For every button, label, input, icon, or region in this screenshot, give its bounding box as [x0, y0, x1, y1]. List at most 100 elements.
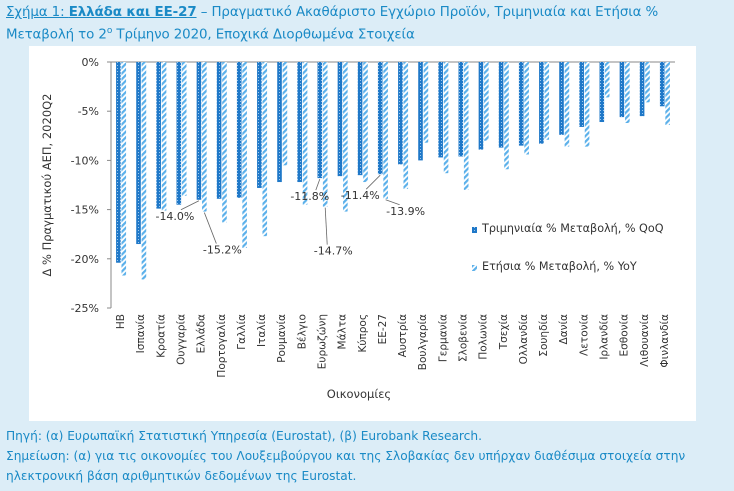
bar-qoq-23	[579, 62, 584, 127]
annotation-leader	[203, 212, 217, 244]
bar-yoy-21	[544, 62, 550, 140]
y-tick-label: -10%	[71, 154, 99, 167]
bar-qoq-14	[398, 62, 403, 165]
bar-qoq-21	[539, 62, 544, 144]
annotation-label: -15.2%	[203, 244, 242, 257]
source-note: Πηγή: (α) Ευρωπαϊκή Στατιστική Υπηρεσία …	[6, 429, 482, 443]
annotation-leader	[365, 174, 381, 190]
y-tick-label: -15%	[71, 204, 99, 217]
bar-yoy-24	[604, 62, 610, 98]
figure-notes: Πηγή: (α) Ευρωπαϊκή Στατιστική Υπηρεσία …	[6, 426, 730, 486]
bar-yoy-17	[463, 62, 469, 190]
bar-yoy-7	[262, 62, 268, 237]
bar-qoq-20	[518, 62, 524, 146]
bar-qoq-7	[257, 62, 262, 188]
bar-qoq-10	[317, 62, 323, 179]
bar-qoq-13	[377, 62, 383, 175]
bar-yoy-15	[423, 62, 429, 143]
bar-yoy-12	[363, 62, 368, 183]
bar-qoq-17	[458, 62, 464, 157]
legend-label-1: Ετήσια % Μεταβολή, % YoY	[482, 260, 637, 273]
bar-yoy-3	[181, 62, 187, 196]
bar-qoq-16	[438, 62, 443, 158]
bar-qoq-24	[599, 62, 605, 123]
bar-yoy-22	[564, 62, 570, 147]
bar-yoy-25	[625, 62, 630, 124]
figure-title-bold: Ελλάδα και ΕΕ-27	[68, 5, 197, 20]
x-tick-label: Σλοβενία	[458, 314, 470, 362]
bar-qoq-9	[297, 62, 302, 183]
footnote-line-2: ηλεκτρονική βάση αριθμητικών δεδομένων τ…	[6, 469, 357, 483]
annotation-leader	[180, 200, 200, 211]
bar-qoq-15	[418, 62, 423, 161]
bar-yoy-8	[282, 62, 288, 166]
bar-qoq-2	[156, 62, 161, 209]
bar-qoq-27	[659, 62, 665, 107]
x-tick-label: Ισπανία	[135, 314, 147, 353]
x-tick-label: Ελλάδα	[196, 314, 208, 353]
bar-yoy-23	[584, 62, 590, 147]
annotation-label: -13.9%	[386, 205, 425, 218]
bar-qoq-25	[619, 62, 625, 118]
x-tick-label: Κύπρος	[357, 314, 369, 353]
figure-label: Σχήμα 1:	[6, 5, 65, 20]
bar-qoq-3	[176, 62, 182, 205]
chart-panel: 0% -5% -10% -15% -20% -25% Δ % Πραγματικού ΑΕΠ…	[29, 46, 696, 421]
bar-yoy-9	[302, 62, 308, 205]
bar-yoy-6	[242, 62, 247, 248]
bar-yoy-16	[443, 62, 449, 174]
legend-label-0: Τριμηνιαία % Μεταβολή, % QoQ	[481, 222, 664, 235]
bar-qoq-12	[357, 62, 363, 176]
annotation-label: -11.8%	[290, 190, 329, 203]
bar-qoq-0	[116, 62, 121, 263]
legend-swatch-1	[472, 265, 477, 271]
bar-yoy-4	[202, 62, 207, 212]
x-tick-label: Λετονία	[578, 314, 590, 356]
bar-qoq-26	[639, 62, 645, 117]
x-tick-label: Βέλγιο	[296, 314, 308, 349]
bar-yoy-14	[403, 62, 409, 189]
figure-title-rest2: Τρίμηνο 2020, Εποχικά Διορθωμένα Στοιχεί…	[112, 27, 415, 43]
x-tick-label: Ευρωζώνη	[317, 314, 329, 369]
bar-yoy-20	[524, 62, 529, 155]
y-tick-label: -5%	[78, 105, 99, 118]
figure-title-rest: – Πραγματικό Ακαθάριστο Εγχώριο Προϊόν, …	[6, 5, 659, 43]
y-tick-label: -25%	[71, 302, 99, 315]
x-tick-label: Τσεχία	[498, 314, 510, 350]
bar-qoq-4	[196, 62, 202, 200]
bar-yoy-5	[222, 62, 227, 223]
y-axis-title: Δ % Πραγματικού ΑΕΠ, 2020Q2	[40, 93, 54, 276]
bar-yoy-1	[141, 62, 147, 280]
figure-title-lead: Σχήμα 1: Ελλάδα και ΕΕ-27	[6, 5, 197, 20]
x-tick-label: Πορτογαλία	[216, 314, 228, 378]
legend-swatch-0	[472, 227, 477, 233]
x-tick-label: Μάλτα	[337, 314, 349, 350]
bar-yoy-2	[161, 62, 167, 211]
bar-yoy-18	[484, 62, 489, 141]
x-tick-label: Κροατία	[155, 314, 167, 358]
bar-qoq-18	[478, 62, 484, 150]
bar-qoq-8	[277, 62, 282, 183]
y-tick-label: 0%	[82, 56, 99, 69]
bar-qoq-5	[216, 62, 222, 199]
bar-yoy-19	[504, 62, 509, 170]
x-tick-label: ΕΕ-27	[377, 314, 389, 344]
x-axis-title: Οικονομίες	[327, 387, 391, 401]
annotation-label: -14.0%	[155, 210, 194, 223]
annotation-label: -11.4%	[341, 189, 380, 202]
annotation-leader	[315, 178, 321, 191]
x-tick-label: Ρουμανία	[276, 314, 288, 363]
x-tick-label: Ιρλανδία	[599, 314, 611, 360]
x-tick-label: Φινλανδία	[659, 314, 671, 368]
x-tick-label: Ολλανδία	[518, 314, 530, 364]
bar-yoy-27	[665, 62, 670, 125]
x-tick-label: Σουηδία	[538, 314, 550, 357]
x-tick-label: Γερμανία	[437, 314, 449, 362]
bar-chart: 0% -5% -10% -15% -20% -25% Δ % Πραγματικού ΑΕΠ…	[40, 56, 675, 401]
annotation-label: -14.7%	[314, 245, 353, 258]
x-tick-label: Εσθονία	[619, 314, 631, 357]
x-tick-label: Βουλγαρία	[417, 314, 429, 370]
annotation-leader	[324, 207, 328, 245]
x-tick-label: Γαλλία	[236, 314, 248, 350]
